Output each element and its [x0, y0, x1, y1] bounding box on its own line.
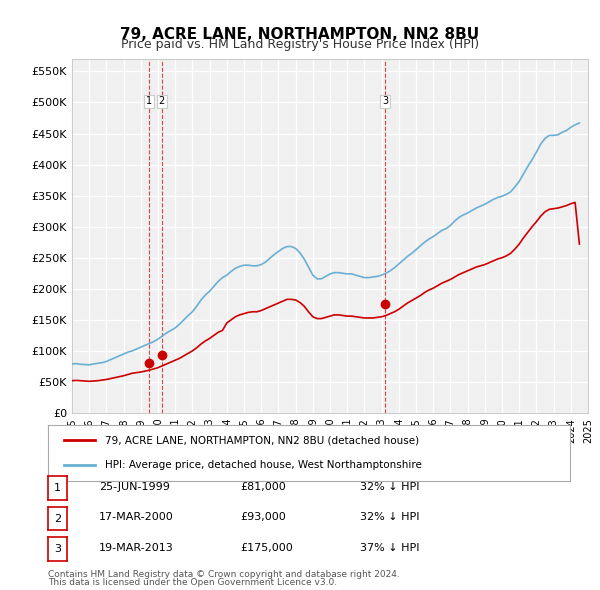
- Text: 1: 1: [54, 483, 61, 493]
- Text: 32% ↓ HPI: 32% ↓ HPI: [360, 513, 419, 522]
- Text: 32% ↓ HPI: 32% ↓ HPI: [360, 482, 419, 491]
- Text: Price paid vs. HM Land Registry's House Price Index (HPI): Price paid vs. HM Land Registry's House …: [121, 38, 479, 51]
- Text: 17-MAR-2000: 17-MAR-2000: [99, 513, 174, 522]
- Text: 1: 1: [146, 97, 152, 106]
- Text: 3: 3: [54, 545, 61, 554]
- Text: £175,000: £175,000: [240, 543, 293, 553]
- Text: 79, ACRE LANE, NORTHAMPTON, NN2 8BU: 79, ACRE LANE, NORTHAMPTON, NN2 8BU: [121, 27, 479, 41]
- Text: Contains HM Land Registry data © Crown copyright and database right 2024.: Contains HM Land Registry data © Crown c…: [48, 571, 400, 579]
- Text: 25-JUN-1999: 25-JUN-1999: [99, 482, 170, 491]
- Text: 37% ↓ HPI: 37% ↓ HPI: [360, 543, 419, 553]
- Text: This data is licensed under the Open Government Licence v3.0.: This data is licensed under the Open Gov…: [48, 578, 337, 587]
- Text: 79, ACRE LANE, NORTHAMPTON, NN2 8BU (detached house): 79, ACRE LANE, NORTHAMPTON, NN2 8BU (det…: [106, 435, 419, 445]
- Text: 2: 2: [54, 514, 61, 523]
- Text: £93,000: £93,000: [240, 513, 286, 522]
- Text: 2: 2: [158, 97, 165, 106]
- Text: HPI: Average price, detached house, West Northamptonshire: HPI: Average price, detached house, West…: [106, 460, 422, 470]
- Text: 3: 3: [382, 97, 388, 106]
- Text: 19-MAR-2013: 19-MAR-2013: [99, 543, 174, 553]
- Text: £81,000: £81,000: [240, 482, 286, 491]
